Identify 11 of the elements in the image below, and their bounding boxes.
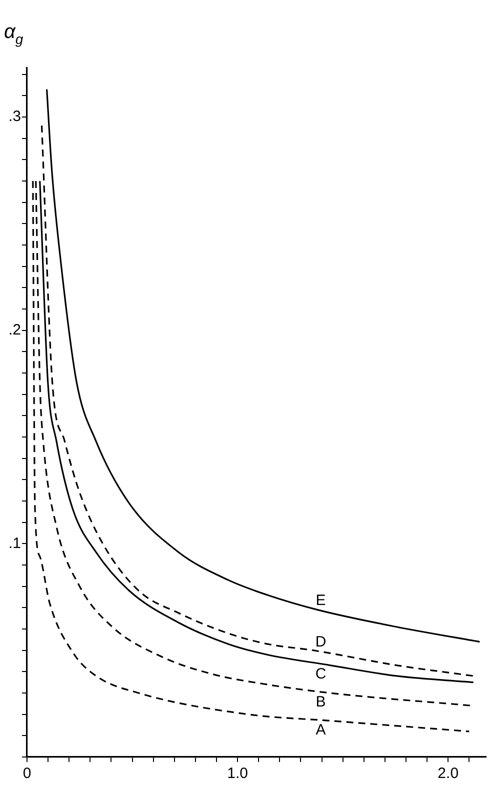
y-tick-label: .1 [8,534,21,552]
series-label: B [316,693,326,710]
y-tick-label: .2 [8,322,21,339]
y-tick-label: .3 [8,108,21,126]
x-tick-label: 0 [22,765,32,782]
x-tick-label: 2.0 [438,765,459,782]
series-label: E [316,592,326,610]
x-tick-label: 1.0 [227,765,248,782]
series-label: A [316,722,326,739]
series-label: C [315,665,326,682]
series-label: D [315,633,326,650]
